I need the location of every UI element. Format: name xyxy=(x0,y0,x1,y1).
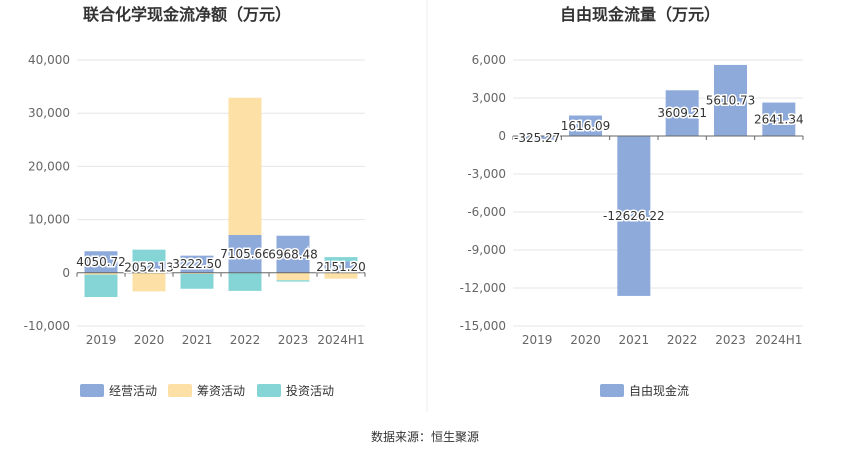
chart2-y-tick-label: -12,000 xyxy=(460,281,506,295)
chart1-legend-label: 筹资活动 xyxy=(197,384,245,398)
chart1-y-tick-label: 40,000 xyxy=(28,53,70,67)
chart2-legend-label: 自由现金流 xyxy=(629,383,689,398)
chart1-legend-label: 投资活动 xyxy=(286,383,334,398)
chart2-y-tick-label: -9,000 xyxy=(467,243,506,257)
chart1-bar-1 xyxy=(132,261,166,273)
chart2-x-tick-label: 2023 xyxy=(715,333,746,347)
chart1-data-label: 3222.50 xyxy=(172,257,222,271)
chart2-data-label: 1616.09 xyxy=(561,119,611,133)
chart1-data-label: 7105.66 xyxy=(220,247,270,261)
chart1-bar-1 xyxy=(228,234,262,273)
chart2-bar-1 xyxy=(762,102,796,136)
chart2-y-tick-label: -6,000 xyxy=(467,205,506,219)
chart1-y-tick-label: 20,000 xyxy=(28,159,70,173)
chart1-legend-swatch xyxy=(168,384,192,397)
chart2-data-label: -12626.22 xyxy=(603,209,665,223)
chart1-bar-3 xyxy=(228,272,262,291)
chart2-y-tick-label: 3,000 xyxy=(472,91,506,105)
chart2-x-tick-label: 2024H1 xyxy=(755,333,802,347)
chart1-x-tick-label: 2020 xyxy=(134,333,165,347)
chart1-y-tick-label: -10,000 xyxy=(24,319,70,333)
charts-canvas: 联合化学现金流净额（万元） -10,000 0 10,000 20,000 30,000 4… xyxy=(24,0,805,412)
chart1-data-label: 2151.20 xyxy=(316,260,366,274)
chart1-x-tick-label: 2023 xyxy=(278,333,309,347)
chart2-y-tick-label: -3,000 xyxy=(467,167,506,181)
chart2-data-label: 2641.34 xyxy=(754,112,804,126)
chart2-bar-1 xyxy=(520,136,554,141)
chart2-x-tick-label: 2022 xyxy=(667,333,698,347)
chart2-title: 自由现金流量（万元） xyxy=(560,5,720,24)
chart2-x-tick-label: 2020 xyxy=(570,333,601,347)
chart2-x-tick-label: 2021 xyxy=(619,333,650,347)
chart1-bar-3 xyxy=(132,249,166,262)
chart1-legend-swatch xyxy=(257,384,281,397)
chart2-data-label: 3609.21 xyxy=(657,106,707,120)
chart1-data-label: 2052.13 xyxy=(124,260,174,274)
chart2-y-tick-label: 0 xyxy=(498,129,506,143)
chart1-bar-2 xyxy=(132,272,166,292)
chart2-y-tick-label: -15,000 xyxy=(460,319,506,333)
chart1-bar-3 xyxy=(84,274,118,298)
chart1-title: 联合化学现金流净额（万元） xyxy=(83,5,291,24)
chart1-data-label: 4050.72 xyxy=(76,255,126,269)
chart2-bar-1 xyxy=(617,136,651,296)
chart1-x-tick-label: 2019 xyxy=(86,333,117,347)
chart1-bar-2 xyxy=(276,272,310,281)
chart1-bar-1 xyxy=(276,235,310,273)
chart1-data-label: 6968.48 xyxy=(268,247,318,261)
chart1-legend-label: 经营活动 xyxy=(109,384,157,398)
data-source-note: 数据来源：恒生聚源 xyxy=(370,430,479,444)
chart1-bar-1 xyxy=(84,251,118,273)
chart1-legend-swatch xyxy=(80,384,104,397)
chart1-bar-3 xyxy=(324,257,358,262)
chart1-x-tick-label: 2024H1 xyxy=(317,333,364,347)
chart1-bar-3 xyxy=(276,280,310,282)
chart2-x-tick-label: 2019 xyxy=(522,333,553,347)
chart1-bar-2 xyxy=(84,272,118,275)
chart2-data-label: 5610.73 xyxy=(706,93,756,107)
chart1-bar-1 xyxy=(324,261,358,273)
chart1-bar-1 xyxy=(180,255,214,273)
chart2-bar-1 xyxy=(569,115,602,136)
chart1-y-tick-label: 30,000 xyxy=(28,106,70,120)
chart1-x-tick-label: 2021 xyxy=(182,333,213,347)
chart1-bar-2 xyxy=(324,272,358,279)
chart1-bar-3 xyxy=(180,273,214,289)
chart1-y-tick-label: 10,000 xyxy=(28,213,70,227)
chart2-data-label: -325.27 xyxy=(514,131,560,145)
chart1-bar-2 xyxy=(180,272,214,274)
chart2-legend-swatch xyxy=(600,384,624,397)
chart1-x-tick-label: 2022 xyxy=(230,333,261,347)
chart2-y-tick-label: 6,000 xyxy=(472,53,506,67)
chart2-bar-1 xyxy=(665,90,699,136)
chart2-bar-1 xyxy=(714,64,747,136)
chart1-bar-2 xyxy=(228,97,262,235)
chart1-y-tick-label: 0 xyxy=(62,266,70,280)
